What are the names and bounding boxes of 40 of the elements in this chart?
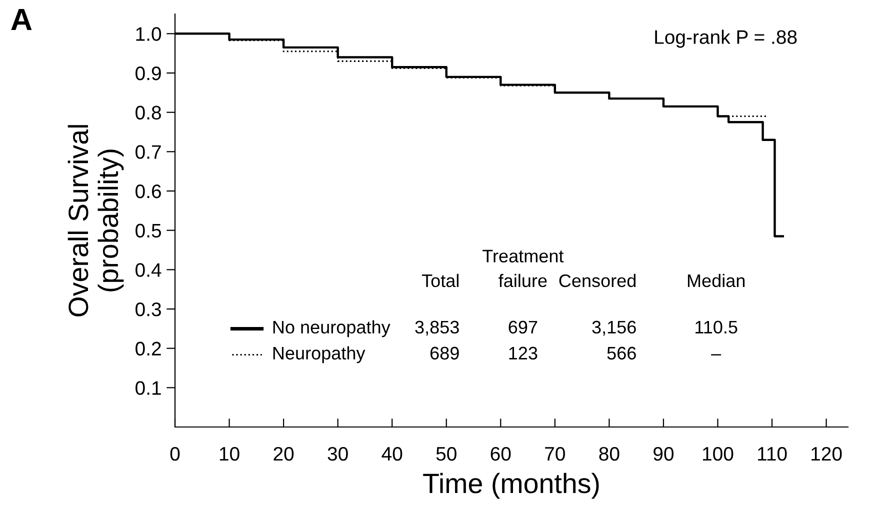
y-tick-label: 0.4 xyxy=(136,263,162,277)
y-tick-label: 0.1 xyxy=(136,381,161,395)
annotation: Median xyxy=(688,274,745,288)
x-tick-label: 60 xyxy=(490,446,511,461)
y-tick-label: 0.9 xyxy=(136,66,161,80)
x-tick-label: 10 xyxy=(220,446,240,461)
x-tick-label: 0 xyxy=(170,446,180,461)
x-tick-label: 120 xyxy=(812,446,842,461)
y-tick-label: 0.6 xyxy=(136,184,161,198)
y-tick-label: 1.0 xyxy=(136,27,162,41)
y-tick-label: 0.7 xyxy=(136,145,161,159)
annotation: 110.5 xyxy=(696,320,738,334)
annotation: Total xyxy=(422,274,458,288)
x-tick-label: 80 xyxy=(599,446,620,461)
y-axis-title: Overall Survival (probability) xyxy=(68,125,124,316)
x-tick-label: 100 xyxy=(703,446,734,461)
annotation: 566 xyxy=(607,346,636,360)
x-tick-label: 70 xyxy=(545,446,565,461)
annotation: Log-rank P = .88 xyxy=(655,30,797,48)
annotation: Censored xyxy=(559,274,636,288)
annotation: 697 xyxy=(508,320,538,334)
annotation: 689 xyxy=(430,346,459,360)
x-tick-label: 90 xyxy=(654,446,674,461)
x-tick-label: 50 xyxy=(436,446,456,461)
annotation: – xyxy=(711,354,722,356)
legend-label: Neuropathy xyxy=(273,346,366,364)
x-tick-label: 110 xyxy=(758,446,787,461)
y-tick-label: 0.2 xyxy=(136,342,161,356)
x-tick-label: 40 xyxy=(382,446,402,461)
chart-title: A xyxy=(11,8,32,30)
annotation: 3,156 xyxy=(592,320,636,336)
x-tick-label: 20 xyxy=(274,446,294,461)
y-tick-label: 0.5 xyxy=(136,224,161,238)
x-tick-label: 30 xyxy=(328,446,348,461)
y-tick-label: 0.8 xyxy=(136,106,161,120)
x-axis-title: Time (months) xyxy=(423,472,599,499)
annotation: 123 xyxy=(509,346,538,360)
legend-label: No neuropathy xyxy=(273,320,390,338)
annotation: 3,853 xyxy=(415,320,459,336)
y-tick-label: 0.3 xyxy=(136,302,161,316)
